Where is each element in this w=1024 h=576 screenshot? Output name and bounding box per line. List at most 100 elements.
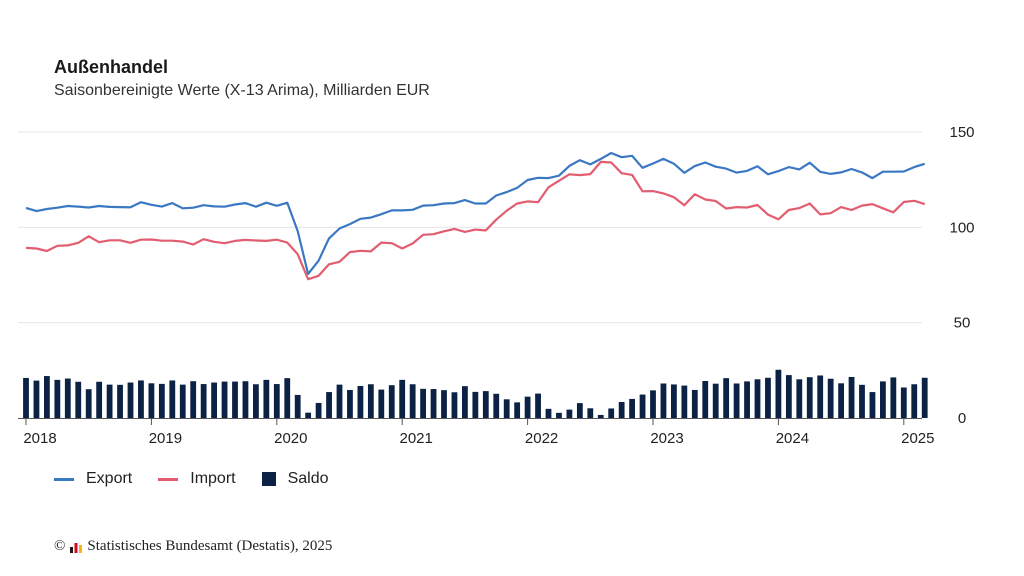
saldo-bar [148,383,155,418]
saldo-bar [221,381,228,418]
saldo-bar [190,381,197,418]
saldo-bar [96,381,103,418]
saldo-bar [848,377,855,418]
saldo-bar [806,377,813,418]
saldo-bar [430,389,437,418]
saldo-bar [890,377,897,418]
saldo-bar [775,369,782,418]
saldo-bar [33,380,40,418]
saldo-bar [765,377,771,418]
saldo-bar [671,384,677,418]
saldo-bar [733,383,740,418]
saldo-bar [785,375,792,418]
saldo-bar [85,389,92,418]
saldo-bar [399,379,406,418]
source-note: © Statistisches Bundesamt (Destatis), 20… [54,538,332,555]
saldo-bar [514,402,521,418]
saldo-bar [75,381,82,418]
y-tick-label: 50 [954,315,971,332]
saldo-bar [817,375,824,418]
saldo-swatch [261,472,276,486]
saldo-bar [702,381,709,418]
saldo-bar [744,381,750,418]
saldo-bar [420,388,426,418]
saldo-bar [326,392,332,418]
chart-title: Außenhandel [54,57,169,77]
saldo-bar [284,378,291,418]
saldo-bar [451,392,458,418]
saldo-bar [796,379,803,418]
saldo-bar [357,385,364,418]
y-tick-label: 150 [949,124,974,141]
legend-label-import: Import [190,470,236,487]
saldo-bar [169,380,176,418]
y-tick-label: 0 [958,410,966,427]
legend-item-import[interactable]: Import [158,470,236,488]
saldo-bar [138,380,144,418]
saldo-bar [493,393,500,418]
saldo-bar [566,409,573,418]
y-axis-ticks: 0 50 100 150 [949,124,974,427]
x-axis: 2018 2019 2020 2021 2022 2023 2024 2025 [18,418,934,447]
x-tick-label: 2020 [274,430,307,447]
destatis-logo-icon [70,542,83,553]
legend-item-export[interactable]: Export [54,470,132,488]
x-tick-label: 2018 [23,430,56,447]
saldo-bar [482,391,489,418]
saldo-bar [754,379,761,418]
saldo-bar [503,399,510,418]
saldo-bar [462,386,468,418]
saldo-bar [106,384,113,418]
saldo-bar [200,384,207,418]
saldo-bar [650,390,656,418]
saldo-bar [712,383,719,418]
legend-label-export: Export [86,470,133,487]
saldo-bar [158,383,165,418]
saldo-bar [23,377,29,418]
source-text: Statistisches Bundesamt (Destatis), 2025 [87,538,333,554]
chart-subtitle: Saisonbereinigte Werte (X-13 Arima), Mil… [54,82,430,99]
saldo-bar [524,396,531,418]
saldo-bar [618,401,625,418]
x-tick-label: 2021 [400,430,433,447]
import-line [25,160,926,281]
saldo-bar [681,385,688,418]
x-tick-label: 2022 [525,430,558,447]
saldo-bar [273,384,280,418]
saldo-bar [409,384,416,418]
saldo-bar [660,383,667,418]
saldo-bar [545,408,552,418]
saldo-bar [723,378,730,418]
saldo-bar [838,383,844,418]
saldo-bar [315,402,322,418]
saldo-bar [921,377,928,418]
saldo-bar [388,385,395,418]
saldo-bar [576,403,583,418]
x-tick-label: 2024 [776,430,809,447]
saldo-bar [127,382,134,418]
saldo-bar [629,398,635,418]
legend-item-saldo[interactable]: Saldo [261,470,329,488]
legend: Export Import Saldo [54,470,355,488]
saldo-bar [64,378,71,418]
saldo-bar [117,384,123,418]
saldo-bar [336,384,343,418]
saldo-bar [367,384,374,418]
copyright-symbol: © [54,538,66,554]
x-tick-label: 2025 [901,430,934,447]
saldo-bar [253,384,259,418]
saldo-bar [827,378,834,418]
saldo-bar [911,384,918,418]
saldo-bars [23,369,928,418]
saldo-bar [556,412,562,418]
saldo-bar [294,394,301,418]
y-tick-label: 100 [949,219,974,236]
saldo-bar [378,389,385,418]
saldo-bar [472,391,479,418]
saldo-bar [211,382,217,418]
saldo-bar [441,390,447,418]
x-tick-label: 2019 [149,430,182,447]
saldo-bar [179,384,186,418]
export-swatch [54,477,74,481]
